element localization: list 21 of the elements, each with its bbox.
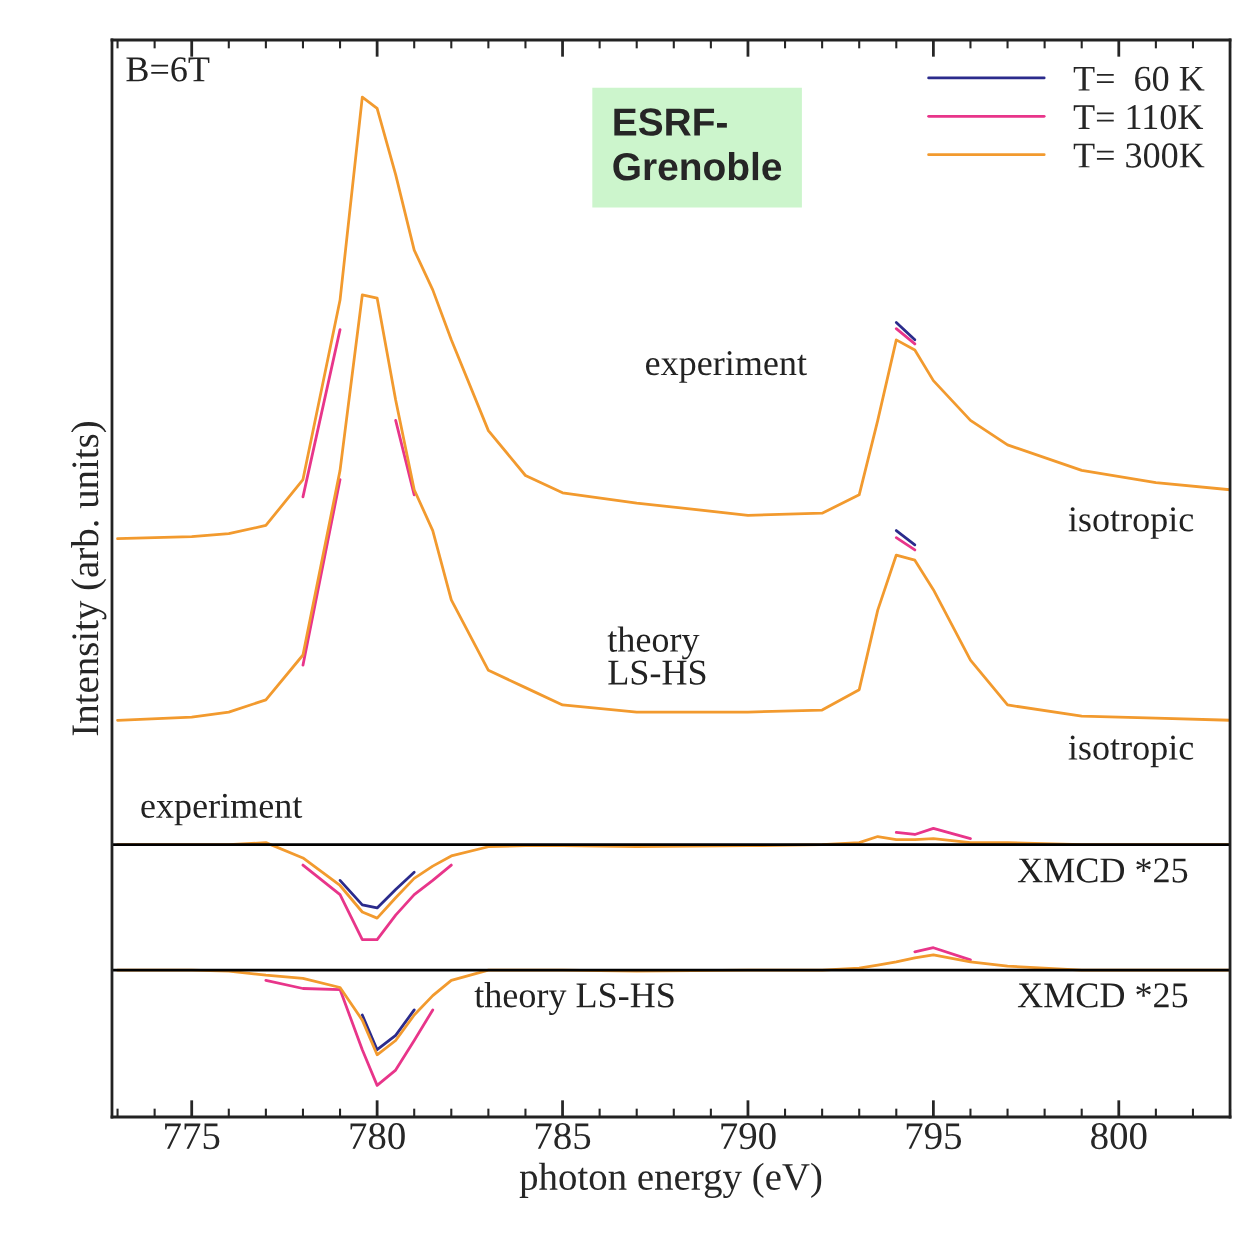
legend-label: T= 60 K xyxy=(1073,66,1205,91)
x-axis-title: photon energy (eV) xyxy=(519,1162,822,1199)
annotation: experiment xyxy=(141,793,303,826)
annotation: XMCD *25 xyxy=(1017,983,1188,1008)
x-tick-label: 780 xyxy=(350,1122,405,1150)
x-tick-label: 775 xyxy=(165,1123,220,1150)
text: B=6T xyxy=(126,57,210,82)
legend-label: T= 300K xyxy=(1073,143,1205,168)
annotation: isotropic xyxy=(1068,735,1194,768)
annotation: theory LS-HS xyxy=(607,626,706,685)
x-tick-label: 800 xyxy=(1091,1122,1147,1150)
annotation: isotropic xyxy=(1068,507,1194,539)
annotation: experiment xyxy=(645,351,807,383)
y-axis-title: Intensity (arb. units) xyxy=(71,421,107,736)
x-tick-label: 795 xyxy=(906,1123,962,1150)
annotation: theory LS-HS xyxy=(474,982,674,1015)
legend-label: T= 110K xyxy=(1073,104,1204,130)
x-tick-label: 785 xyxy=(535,1122,591,1150)
annotation: XMCD *25 xyxy=(1017,858,1188,883)
x-tick-label: 790 xyxy=(721,1122,776,1150)
annotation: ESRF- Grenoble xyxy=(613,108,782,181)
